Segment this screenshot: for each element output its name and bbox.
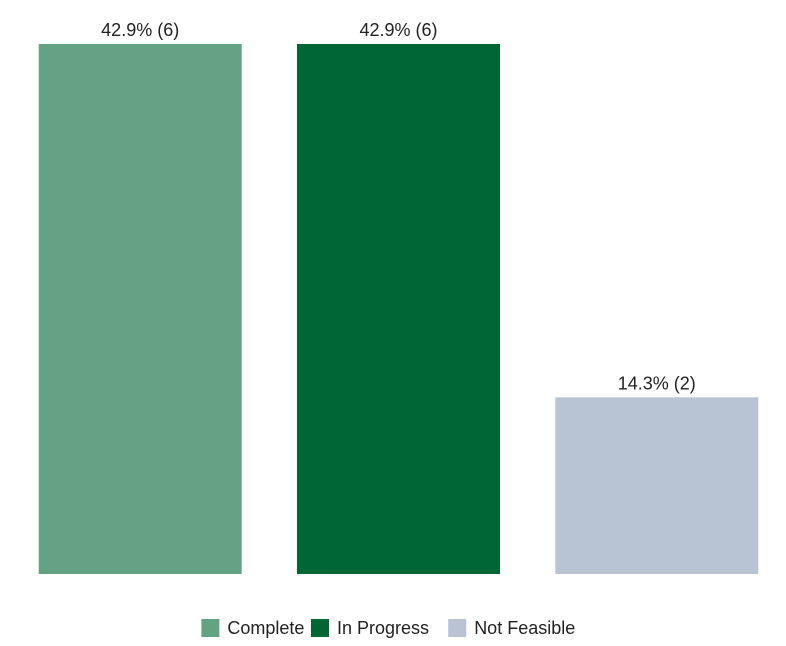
legend-label-complete: Complete (227, 618, 304, 638)
bar-in-progress (297, 44, 500, 574)
data-label-complete: 42.9% (6) (101, 20, 179, 40)
legend-swatch-not-feasible (448, 619, 467, 637)
data-label-in-progress: 42.9% (6) (359, 20, 437, 40)
legend-swatch-complete (201, 619, 220, 637)
data-label-not-feasible: 14.3% (2) (618, 373, 696, 393)
bar-complete (38, 44, 242, 574)
legend-item-in-progress: In Progress (311, 618, 429, 638)
bar-not-feasible (555, 397, 759, 574)
legend-item-not-feasible: Not Feasible (448, 618, 575, 638)
legend-swatch-in-progress (311, 619, 329, 637)
legend-label-not-feasible: Not Feasible (474, 618, 575, 638)
legend-item-complete: Complete (201, 618, 304, 638)
legend-label-in-progress: In Progress (337, 618, 429, 638)
legend: Complete In Progress Not Feasible (201, 618, 575, 638)
data-labels-group: 42.9% (6) 42.9% (6) 14.3% (2) (101, 20, 696, 393)
bars-group (38, 44, 759, 574)
